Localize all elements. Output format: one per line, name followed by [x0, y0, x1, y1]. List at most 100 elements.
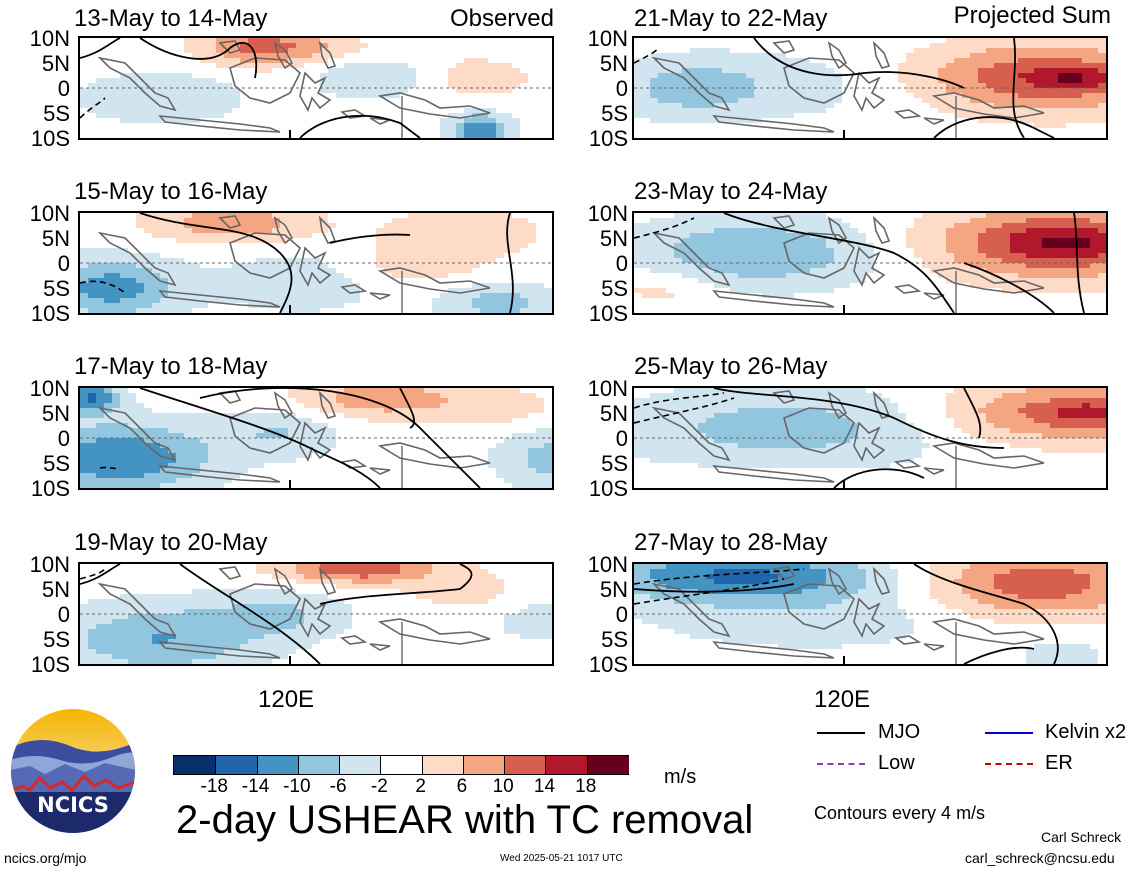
lat-tick-label: 10S	[30, 476, 70, 501]
lat-tick-label: 10S	[588, 652, 628, 677]
author-email[interactable]: carl_schreck@ncsu.edu	[965, 850, 1115, 866]
colorbar-unit: m/s	[664, 766, 697, 788]
er-line-swatch	[985, 763, 1033, 765]
map-panel-projected-3	[632, 386, 1108, 490]
lat-tick-label: 0	[57, 76, 70, 101]
colorbar-tick-label: -10	[283, 776, 311, 797]
lat-tick-label: 10S	[588, 126, 628, 151]
contours-note: Contours every 4 m/s	[814, 803, 986, 823]
panel-title: 13-May to 14-May	[74, 5, 268, 32]
coastlines	[97, 390, 491, 488]
lat-tick-label: 10N	[29, 26, 70, 51]
lat-tick-label: 0	[615, 602, 628, 627]
lat-tick-label: 0	[57, 426, 70, 451]
lat-tick-label: 0	[57, 251, 70, 276]
lat-tick-label: 5S	[43, 101, 70, 126]
colorbar-swatch	[297, 756, 341, 774]
panel-title: 25-May to 26-May	[634, 353, 828, 380]
main-title: 2-day USHEAR with TC removal	[176, 798, 754, 842]
panel-title: 21-May to 22-May	[634, 5, 828, 32]
lat-tick-label: 10S	[588, 301, 628, 326]
legend-mjo: MJO	[878, 721, 921, 743]
lat-tick-label: 10S	[30, 126, 70, 151]
lat-tick-label: 10S	[30, 652, 70, 677]
low-line-swatch	[817, 763, 865, 765]
lon-tick-left: 120E	[258, 686, 315, 713]
panel-title: 17-May to 18-May	[74, 353, 268, 380]
mjo-line-swatch	[817, 732, 865, 734]
lat-tick-label: 5S	[43, 276, 70, 301]
lat-tick-label: 5N	[41, 51, 70, 76]
colorbar-tick-label: -2	[370, 776, 388, 797]
map-panel-projected-1	[632, 36, 1108, 140]
timestamp: Wed 2025-05-21 1017 UTC	[500, 853, 623, 864]
lat-tick-label: 5N	[599, 226, 628, 251]
legend-er: ER	[1045, 752, 1073, 774]
map-panel-observed-1	[78, 36, 554, 140]
lat-tick-label: 5S	[601, 101, 628, 126]
colorbar-swatch	[504, 756, 547, 774]
ncics-logo: NCICS	[10, 708, 136, 834]
lat-tick-label: 10N	[29, 376, 70, 401]
kelvin-line-swatch	[985, 732, 1033, 734]
colorbar-swatch	[421, 756, 465, 774]
mjo-contours	[634, 388, 1005, 488]
lon-tick-right: 120E	[814, 686, 871, 713]
colorbar-swatch	[339, 756, 382, 774]
panel-title: 23-May to 24-May	[634, 178, 828, 205]
colorbar-swatch	[545, 756, 589, 774]
lat-tick-label: 5S	[601, 276, 628, 301]
lat-tick-label: 5S	[43, 451, 70, 476]
legend-kelvin: Kelvin x2	[1045, 721, 1127, 743]
legend-low: Low	[878, 752, 915, 774]
logo-text: NCICS	[37, 793, 109, 817]
colorbar-swatch	[256, 756, 300, 774]
lat-tick-label: 5S	[601, 451, 628, 476]
lat-tick-label: 5N	[599, 401, 628, 426]
colorbar-tick-label: -14	[241, 776, 270, 797]
observed-label: Observed	[449, 5, 554, 32]
lat-tick-label: 0	[57, 602, 70, 627]
mjo-contours	[634, 213, 1085, 313]
colorbar-swatch	[380, 756, 424, 774]
colorbar-swatch	[174, 756, 216, 774]
colorbar-tick-label: -18	[200, 776, 228, 797]
lat-tick-label: 5N	[41, 577, 70, 602]
map-panel-projected-2	[632, 211, 1108, 315]
lat-tick-label: 0	[615, 426, 628, 451]
map-panel-projected-4	[632, 562, 1108, 666]
website-link[interactable]: ncics.org/mjo	[4, 850, 87, 866]
mjo-contours	[99, 388, 481, 488]
lat-tick-label: 10N	[587, 201, 628, 226]
panel-title: 15-May to 16-May	[74, 178, 268, 205]
lat-tick-label: 10S	[30, 301, 70, 326]
mjo-contours	[80, 213, 514, 313]
colorbar-swatch	[215, 756, 259, 774]
mjo-contours	[80, 38, 421, 138]
lat-tick-label: 10N	[29, 552, 70, 577]
mjo-contours	[80, 564, 473, 664]
colorbar-tick-label: -6	[329, 776, 347, 797]
coastlines	[97, 566, 491, 664]
colorbar-tick-label: 6	[456, 776, 468, 797]
colorbar-tick-label: 18	[575, 776, 597, 797]
lat-tick-label: 5N	[599, 577, 628, 602]
lat-tick-label: 10N	[587, 376, 628, 401]
colorbar-tick-label: 10	[492, 776, 514, 797]
lat-tick-label: 0	[615, 76, 628, 101]
coastlines	[651, 566, 1045, 664]
coastlines	[651, 40, 1045, 138]
lat-tick-label: 5N	[599, 51, 628, 76]
lat-tick-label: 10N	[587, 552, 628, 577]
lat-tick-label: 0	[615, 251, 628, 276]
projected-sum-label: Projected Sum	[953, 2, 1111, 29]
lat-tick-label: 5S	[601, 627, 628, 652]
panel-title: 19-May to 20-May	[74, 529, 268, 556]
lat-tick-label: 5N	[41, 226, 70, 251]
coastlines	[97, 40, 491, 138]
colorbar-tick-label: 14	[533, 776, 556, 797]
panel-title: 27-May to 28-May	[634, 529, 828, 556]
lat-tick-label: 10S	[588, 476, 628, 501]
colorbar-swatch	[586, 756, 630, 774]
author-name: Carl Schreck	[1041, 829, 1122, 845]
